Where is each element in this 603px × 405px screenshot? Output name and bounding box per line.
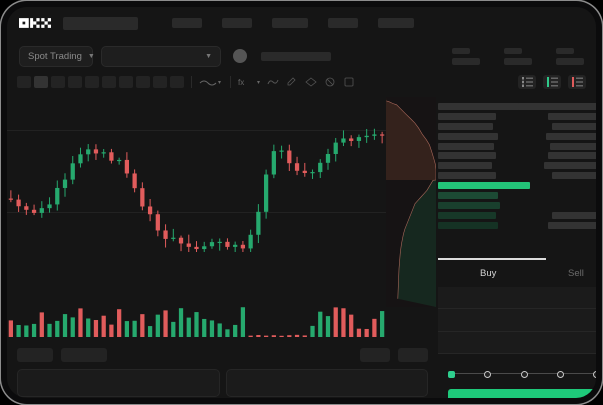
svg-text:fx: fx xyxy=(238,78,244,87)
